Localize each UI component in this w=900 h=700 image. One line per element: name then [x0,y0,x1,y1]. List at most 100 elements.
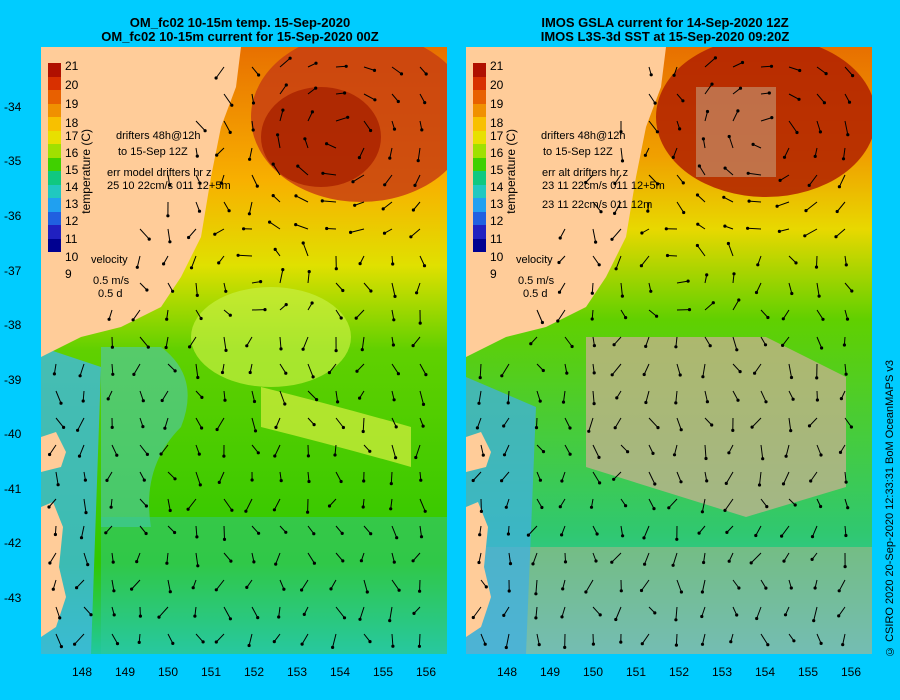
velocity-arrow-head [619,130,623,134]
colorbar-tick: 14 [65,180,79,194]
velocity-arrow-head [727,559,731,563]
velocity-arrow [111,444,118,456]
velocity-arrow-head [188,345,192,349]
velocity-arrow [676,471,682,482]
velocity-arrow-head [570,344,574,349]
velocity-arrow-head [727,134,731,139]
velocity-arrow-head [146,345,150,349]
velocity-arrow [559,282,566,293]
velocity-arrow-head [594,559,598,563]
velocity-arrow-head [705,479,709,483]
velocity-arrow-head [228,313,232,317]
velocity-arrow-head [815,376,819,380]
velocity-arrow [223,552,232,562]
velocity-arrow-head [62,425,66,429]
velocity-arrow [704,302,714,311]
velocity-arrow-head [769,64,774,68]
velocity-arrow-head [795,130,799,135]
velocity-arrow [564,417,571,429]
velocity-arrow [158,606,169,618]
velocity-arrow-head [534,592,538,596]
velocity-arrow-head [59,645,63,649]
velocity-arrow-head [846,506,850,510]
velocity-arrow [188,228,197,238]
velocity-arrow-head [272,508,276,512]
velocity-arrows [471,56,855,650]
velocity-arrow-head [687,308,692,312]
velocity-arrow [507,390,510,403]
velocity-arrow [844,120,849,135]
velocity-arrow-head [86,563,90,567]
velocity-arrow [676,201,685,213]
velocity-arrow-head [361,505,365,509]
velocity-arrow-head [138,614,142,618]
velocity-arrow [335,65,347,68]
velocity-arrow [295,224,309,230]
velocity-arrow-head [843,565,847,569]
velocity-arrow-head [144,504,148,508]
velocity-arrow [391,417,397,428]
velocity-arrow [788,255,797,264]
velocity-arrow-head [199,316,203,321]
velocity-arrow-head [250,478,254,482]
velocity-arrow-head [656,182,660,186]
velocity-arrow-head [735,613,739,617]
velocity-arrow-head [341,559,345,563]
velocity-arrow [419,363,427,375]
velocity-arrow-head [782,559,786,563]
velocity-arrow [358,147,365,158]
colorbar-segment [48,184,61,198]
velocity-arrow-head [640,642,644,646]
velocity-arrow [697,194,706,203]
velocity-arrow-head [700,614,704,619]
velocity-arrow-head [736,398,740,402]
velocity-arrow [755,525,762,536]
velocity-arrow [592,471,601,484]
velocity-arrow [189,336,197,348]
velocity-arrow [245,498,253,512]
velocity-arrow-head [595,532,599,536]
velocity-arrow-head [621,534,625,538]
velocity-arrow [750,552,762,564]
velocity-arrow-head [421,424,425,428]
velocity-arrow-head [508,562,513,566]
velocity-arrow-head [107,317,111,321]
velocity-arrow-head [351,180,355,184]
velocity-arrow [279,579,285,590]
velocity-arrow-head [775,204,779,208]
velocity-arrow-head [722,195,726,199]
right-title-line2: IMOS L3S-3d SST at 15-Sep-2020 09:20Z [540,29,790,44]
velocity-arrow-head [820,346,824,350]
velocity-arrow-head [307,270,311,274]
velocity-arrow-head [610,237,614,241]
velocity-arrow [214,228,225,235]
velocity-arrow-head [781,482,786,486]
velocity-arrow-head [701,137,705,141]
velocity-arrow-head [279,347,283,351]
velocity-arrow [390,471,393,484]
velocity-arrow [844,363,847,375]
velocity-arrow-head [561,400,566,404]
velocity-arrow-head [506,532,510,536]
velocity-arrow [478,552,482,563]
velocity-arrow-head [851,74,855,78]
velocity-arrow [776,201,790,207]
velocity-arrow-head [615,396,619,400]
velocity-arrow-head [844,263,848,267]
velocity-arrow-head [506,401,510,405]
colorbar-tick: 11 [490,232,503,246]
velocity-arrow-head [256,616,260,620]
velocity-arrow-head [761,457,765,461]
velocity-arrow-head [311,375,315,379]
right-title-line1: IMOS GSLA current for 14-Sep-2020 12Z [541,15,789,30]
velocity-arrow [53,363,57,374]
velocity-arrow-head [341,288,345,293]
velocity-arrow [788,417,792,431]
velocity-arrow-head [841,643,845,647]
velocity-arrow-head [381,207,385,211]
velocity-arrow-head [838,450,843,454]
velocity-arrow-head [504,645,508,650]
velocity-arrow-head [223,398,227,402]
velocity-arrow [195,282,198,296]
colorbar-tick: 12 [490,214,504,228]
